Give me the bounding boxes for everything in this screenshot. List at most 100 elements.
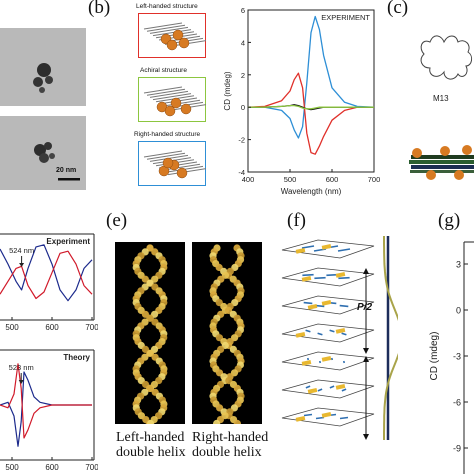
substrate-ridge [149,90,189,98]
blue-filament [329,329,335,333]
stack-layer [281,267,375,287]
blue-filament [301,245,315,249]
series-line-blue [0,371,92,447]
gold-nanoparticle [170,97,182,109]
panel-label-c: (c) [387,0,409,18]
gold-nanorod [295,248,306,254]
helix-nanoparticle [146,314,154,322]
substrate-ridge [146,152,186,160]
blue-filament [341,388,347,392]
x-tick-label: 700 [85,323,98,332]
plot-frame [247,9,375,173]
m13-phage-illustration [420,35,473,80]
left-helix-caption-line2: double helix [116,445,186,460]
blue-filament [315,304,325,308]
y-tick-label: 4 [241,38,245,47]
tem-image-bottom: 20 nm [0,116,86,190]
gold-nanoparticle [176,167,188,179]
blue-filament [329,385,335,389]
gold-nanoparticle [172,29,184,41]
panel-label-b: (b) [88,0,111,18]
chart-title: Experiment [46,237,90,246]
series-line-achiral_green [248,104,374,110]
gold-nanorod [307,388,318,394]
gold-nanoparticle [166,39,178,51]
y-axis-label: CD (mdeg) [429,332,440,381]
cd-theory-small-chart: 500 600 700 Theory 523 nm [0,349,98,472]
tem-particles-bottom [34,142,80,181]
y-tick-label: -9 [453,444,461,454]
stack-layer [281,407,375,427]
x-axis-label: Wavelength (nm) [281,187,342,196]
gold-nanorod [321,356,332,362]
structure-label-achiral: Achiral structure [140,67,187,74]
blue-filament [338,276,350,280]
y-tick-label: 0 [241,103,245,112]
helix-envelope-curve [383,236,398,440]
gold-nanoparticle [164,105,176,117]
pitch-label: P/2 [357,302,373,313]
y-tick-label: 2 [241,71,245,80]
stack-layer [281,351,375,371]
m13-label: M13 [433,94,449,103]
gold-nanorod [321,244,332,250]
stack-layer [281,295,375,315]
scale-bar-label: 20 nm [56,167,77,174]
peak-annotation: 523 nm [9,363,34,372]
x-tick-label: 600 [326,175,339,184]
gold-nanorod [321,412,332,418]
x-tick-label: 400 [242,175,255,184]
substrate-ridge [146,24,186,32]
gold-nanorod [307,304,318,310]
blue-filament [305,329,311,333]
left-handed-helix-image [115,242,185,424]
blue-filament [337,248,351,252]
helix-nanoparticle [146,279,154,287]
series-line-left [247,72,374,155]
chart-title: Theory [63,353,90,362]
pitch-arrowhead-top [363,356,369,362]
gold-nanoparticle [180,103,192,115]
y-tick-label: 6 [241,6,245,15]
substrate-ridge [143,150,183,158]
substrate-ridge [143,22,183,30]
right-helix-caption: Right-handed double helix [192,430,268,460]
helix-nanoparticle [233,419,241,424]
phage-rod-with-particles [409,145,474,180]
left-helix-caption-line1: Left-handed [116,430,185,445]
panel-label-e: (e) [106,210,128,231]
panel-label-g: (g) [438,210,461,231]
blue-filament [317,332,323,336]
gold-nanoparticle [178,37,190,49]
x-tick-label: 500 [284,175,297,184]
gold-nanorod [295,416,306,422]
y-tick-label: 3 [456,260,461,270]
tem-image-top [0,28,86,106]
tem-particles-top [33,63,53,93]
gold-nanorod [295,332,306,338]
blue-filament [339,304,349,308]
y-axis-label: CD (mdeg) [223,71,232,110]
blue-filament [305,385,311,389]
chiral-layer-stack-diagram [281,236,398,440]
pitch-arrowhead-bottom [363,348,369,354]
peak-arrowhead [18,380,24,384]
gold-nanoparticle [162,157,174,169]
blue-filament [326,273,338,277]
x-tick-label: 500 [5,323,19,332]
left-helix-caption: Left-handed double helix [116,430,186,460]
gold-nanorod [335,272,346,278]
x-tick-label: 600 [45,463,59,472]
series-line-red [0,250,93,300]
y-tick-label: -4 [238,168,245,177]
panel-g-axis: 3 0 -3 -6 -9 CD (mdeg) [429,241,474,474]
series-line-blue [0,244,93,302]
stack-layer [281,239,375,259]
helix-nanoparticle [213,419,221,424]
structure-label-right: Right-handed structure [134,131,201,138]
series-line-red [0,363,92,439]
peak-annotation: 524 nm [9,246,34,255]
gold-nanorod [301,276,312,282]
gold-nanorod [321,300,332,306]
x-tick-label: 700 [85,463,98,472]
